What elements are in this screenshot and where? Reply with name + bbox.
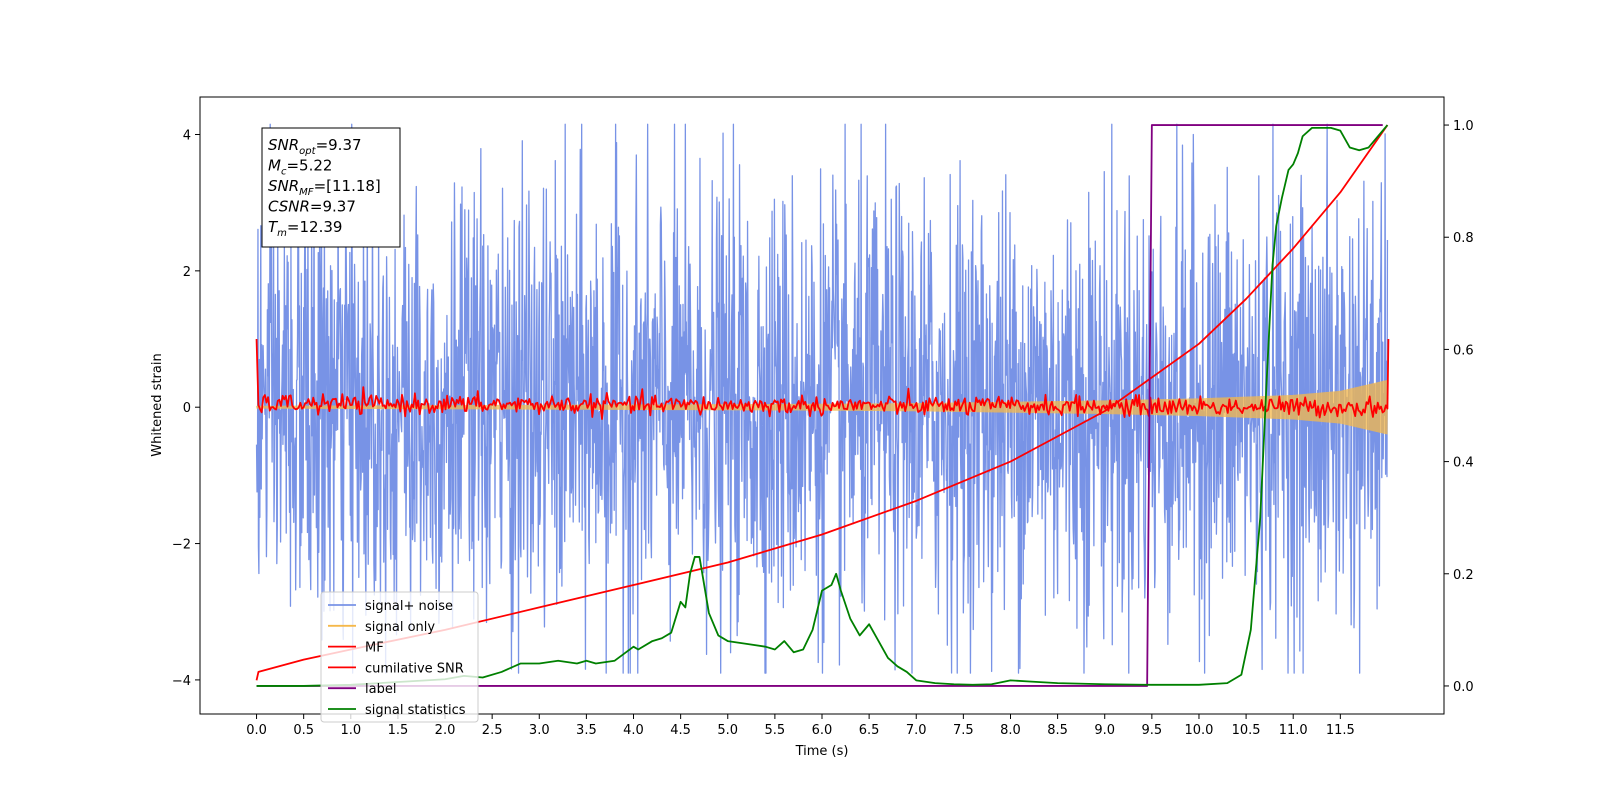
y-right-tick-label: 1.0	[1453, 119, 1474, 134]
x-tick-label: 1.0	[340, 723, 361, 738]
annotation-line: Mc=5.22	[268, 157, 332, 178]
y-axis-label: Whitened strain	[150, 353, 165, 456]
x-tick-label: 3.0	[529, 723, 550, 738]
annotation-frame	[261, 127, 401, 248]
legend-entry: MF	[365, 641, 384, 656]
x-tick-label: 8.5	[1047, 723, 1068, 738]
x-tick-label: 2.0	[435, 723, 456, 738]
x-tick-label: 7.0	[906, 723, 927, 738]
x-tick-label: 1.5	[388, 723, 409, 738]
x-tick-label: 10.5	[1232, 723, 1261, 738]
annotation-line: SNRMF=[11.18]	[268, 177, 381, 198]
x-tick-label: 2.5	[482, 723, 503, 738]
annotation-line: Tm=12.39	[268, 218, 342, 239]
series-signal-statistics	[256, 124, 1389, 687]
legend-entry: cumilative SNR	[365, 661, 464, 676]
x-tick-label: 6.5	[859, 723, 880, 738]
x-tick-label: 4.0	[623, 723, 644, 738]
x-tick-label: 5.0	[717, 723, 738, 738]
series-layer	[255, 123, 1390, 687]
x-axis-label: Time (s)	[795, 744, 849, 759]
y-left-tick-label: 0	[183, 401, 191, 416]
legend: signal+ noise signal only MF cumilative SNR…	[320, 591, 479, 723]
x-tick-label: 7.5	[953, 723, 974, 738]
annotation-line: CSNR=9.37	[268, 198, 356, 216]
x-tick-label: 10.0	[1184, 723, 1213, 738]
x-tick-label: 9.5	[1142, 723, 1163, 738]
x-tick-label: 5.5	[765, 723, 786, 738]
legend-entry: signal statistics	[365, 703, 466, 718]
y-right-tick-label: 0.4	[1453, 456, 1474, 471]
x-tick-label: 0.0	[246, 723, 267, 738]
annotation-line: SNRopt=9.37	[268, 136, 362, 157]
legend-entry: signal only	[365, 620, 435, 635]
series-mf	[255, 339, 1390, 420]
x-tick-label: 0.5	[293, 723, 314, 738]
x-tick-label: 8.0	[1000, 723, 1021, 738]
axes-layer: 0.0 0.5 1.0 1.5 2.0 2.5 3.0 3.5 4.0 4.5 5.0 5.5 6.0 6…	[172, 96, 1474, 738]
x-tick-label: 11.5	[1326, 723, 1355, 738]
y-left-tick-label: −2	[172, 538, 191, 553]
legend-entry: label	[365, 682, 396, 697]
x-tick-label: 3.5	[576, 723, 597, 738]
y-left-tick-label: 2	[183, 265, 191, 280]
x-tick-label: 4.5	[670, 723, 691, 738]
x-tick-label: 9.0	[1094, 723, 1115, 738]
annotation-box: SNRopt=9.37Mc=5.22SNRMF=[11.18]CSNR=9.37…	[261, 127, 401, 248]
series-signal-noise	[255, 123, 1389, 674]
y-left-tick-label: −4	[172, 674, 191, 689]
series-label	[256, 124, 1383, 687]
y-right-tick-label: 0.6	[1453, 343, 1474, 358]
x-tick-label: 11.0	[1279, 723, 1308, 738]
y-right-tick-label: 0.2	[1453, 568, 1474, 583]
x-tick-label: 6.0	[812, 723, 833, 738]
y-right-tick-label: 0.0	[1453, 680, 1474, 695]
legend-frame	[320, 591, 479, 723]
y-right-tick-label: 0.8	[1453, 231, 1474, 246]
y-left-tick-label: 4	[183, 128, 191, 143]
legend-entry: signal+ noise	[365, 599, 453, 614]
